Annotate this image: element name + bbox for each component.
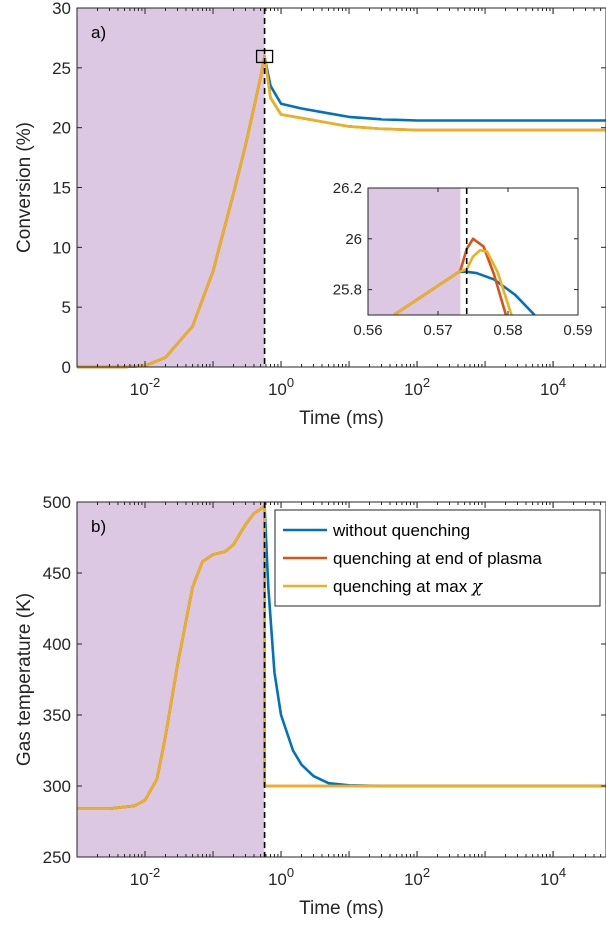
legend: without quenching quenching at end of pl… — [274, 509, 601, 607]
y-tick-label: 400 — [43, 635, 71, 654]
legend-label: quenching at end of plasma — [333, 549, 542, 568]
panel-a-x-axis-label: Time (ms) — [299, 408, 384, 429]
inset-x-tick-label: 0.57 — [423, 322, 452, 339]
panel-a-inset-chart: 0.56 0.57 0.58 0.59 25.8 26 26.2 — [333, 180, 593, 339]
legend-label: quenching at max — [333, 577, 472, 596]
x-tick-label: 104 — [540, 865, 566, 889]
x-tick-label: 10-2 — [130, 865, 160, 889]
y-tick-label: 25 — [52, 59, 71, 78]
legend-label-group: quenching at max χ — [333, 577, 484, 597]
panel-b-y-axis-label: Gas temperature (K) — [14, 593, 35, 766]
x-tick-exponent: -2 — [149, 375, 161, 390]
panel-a-plasma-region — [77, 8, 265, 367]
legend-entry-without-quenching: without quenching — [283, 521, 470, 540]
legend-chi-symbol: χ — [471, 577, 484, 597]
y-tick-label: 5 — [62, 298, 71, 317]
panel-a-zoom-box — [255, 49, 274, 64]
panel-b-series — [77, 504, 606, 811]
inset-x-tick-label: 0.59 — [563, 322, 592, 339]
x-tick-base: 10 — [268, 870, 287, 889]
y-tick-label: 350 — [43, 706, 71, 725]
x-tick-exponent: 4 — [559, 865, 566, 880]
series-line-yellow — [77, 55, 606, 369]
y-tick-label: 10 — [52, 238, 71, 257]
x-tick-label: 104 — [540, 375, 566, 399]
x-tick-label: 10-2 — [130, 375, 160, 399]
legend-label: without quenching — [332, 521, 470, 540]
panel-b-label: b) — [91, 517, 106, 536]
panel-a-y-axis-label: Conversion (%) — [14, 122, 35, 253]
inset-series — [393, 237, 536, 315]
x-tick-base: 10 — [404, 380, 423, 399]
x-tick-base: 10 — [540, 380, 559, 399]
panel-a-series — [77, 54, 606, 369]
y-tick-label: 500 — [43, 493, 71, 512]
legend-entry-quenching-at-max-chi: quenching at max χ — [283, 577, 484, 597]
x-tick-exponent: 0 — [287, 375, 294, 390]
y-tick-label: 450 — [43, 564, 71, 583]
y-tick-label: 30 — [52, 0, 71, 18]
inset-ticks: 0.56 0.57 0.58 0.59 25.8 26 26.2 — [333, 180, 593, 339]
x-tick-base: 10 — [404, 870, 423, 889]
y-tick-label: 20 — [52, 119, 71, 138]
inset-x-tick-label: 0.58 — [493, 322, 522, 339]
series-line-yellow — [77, 504, 606, 811]
x-tick-label: 102 — [404, 865, 430, 889]
inset-y-tick-label: 25.8 — [333, 282, 362, 299]
y-tick-label: 15 — [52, 179, 71, 198]
x-tick-label: 100 — [268, 865, 294, 889]
x-tick-base: 10 — [130, 380, 149, 399]
y-tick-label: 300 — [43, 777, 71, 796]
panel-b-x-axis-label: Time (ms) — [299, 898, 384, 919]
inset-plasma-region — [368, 188, 461, 315]
x-tick-label: 102 — [404, 375, 430, 399]
x-tick-exponent: 0 — [287, 865, 294, 880]
inset-x-tick-label: 0.56 — [353, 322, 382, 339]
x-tick-base: 10 — [268, 380, 287, 399]
inset-y-tick-label: 26.2 — [333, 180, 362, 197]
x-tick-label: 100 — [268, 375, 294, 399]
y-tick-label: 250 — [43, 848, 71, 867]
x-tick-exponent: 2 — [423, 865, 430, 880]
x-tick-base: 10 — [540, 870, 559, 889]
x-tick-exponent: 4 — [559, 375, 566, 390]
x-tick-base: 10 — [130, 870, 149, 889]
panel-b-axes-frame — [76, 501, 606, 858]
y-tick-label: 0 — [62, 358, 71, 377]
inset-y-tick-label: 26 — [345, 231, 362, 248]
x-tick-exponent: -2 — [149, 865, 161, 880]
legend-entry-quenching-end-of-plasma: quenching at end of plasma — [283, 549, 542, 568]
panel-a-label: a) — [91, 23, 106, 42]
inset-series-line-yellow — [393, 248, 513, 315]
legend-box — [274, 509, 601, 607]
panel-b-plasma-region — [77, 502, 265, 857]
x-tick-exponent: 2 — [423, 375, 430, 390]
inset-axes-frame — [367, 187, 579, 316]
